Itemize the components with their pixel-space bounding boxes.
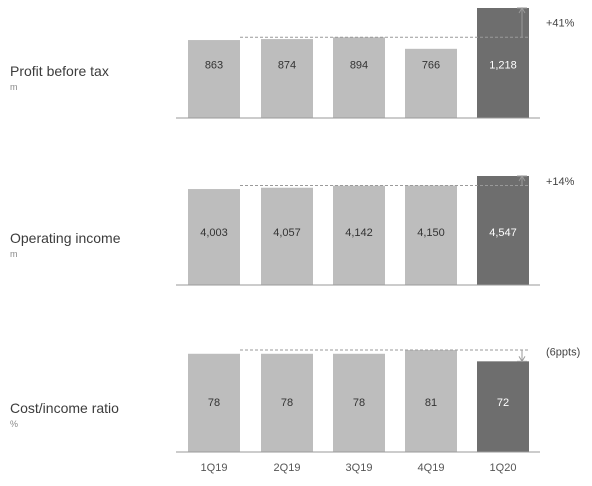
- change-arrow-head: [518, 356, 526, 363]
- bar-3q19: [333, 353, 385, 452]
- bar-1q20: [477, 361, 529, 452]
- change-label: +14%: [546, 176, 575, 188]
- bar-value-label: 1,218: [489, 60, 517, 72]
- bar-2q19: [261, 187, 313, 285]
- bar-value-label: 894: [350, 60, 368, 72]
- bar-value-label: 72: [497, 397, 509, 409]
- category-label-2q19: 2Q19: [274, 462, 301, 474]
- panel-1: Profit before tax m 863 874 894 766 1,218 +41%: [10, 7, 575, 119]
- bar-2q19: [261, 353, 313, 452]
- bar-value-label: 863: [205, 60, 223, 72]
- bar-value-label: 874: [278, 60, 296, 72]
- bar-2q19: [261, 39, 313, 118]
- panel-3: Cost/income ratio% 78 78 78 81 72 (6ppts): [10, 347, 580, 453]
- change-label: +41%: [546, 18, 575, 30]
- panel-unit: %: [10, 419, 18, 429]
- bar-4q19: [405, 48, 457, 119]
- bar-3q19: [333, 185, 385, 285]
- bar-value-label: 4,150: [417, 227, 445, 239]
- bar-value-label: 766: [422, 60, 440, 72]
- bar-1q19: [188, 189, 240, 285]
- bar-1q20: [477, 176, 529, 285]
- panel-2: Operating income m 4,003 4,057 4,142 4,150 4,5…: [10, 175, 575, 286]
- panel-title: Operating income: [10, 230, 121, 246]
- bar-value-label: 4,142: [345, 227, 373, 239]
- panel-title: Profit before tax: [10, 63, 109, 79]
- panel-unit: m: [10, 249, 18, 259]
- bar-value-label: 78: [281, 397, 293, 409]
- bar-value-label: 78: [208, 397, 220, 409]
- bar-1q20: [477, 8, 529, 118]
- bar-value-label: 4,547: [489, 227, 517, 239]
- change-arrow-head: [518, 7, 526, 14]
- bar-value-label: 4,057: [273, 227, 301, 239]
- bar-4q19: [405, 350, 457, 452]
- panel-title: Cost/income ratio: [10, 400, 119, 416]
- bar-1q19: [188, 40, 240, 118]
- category-label-3q19: 3Q19: [346, 462, 373, 474]
- category-label-1q19: 1Q19: [201, 462, 228, 474]
- bar-value-label: 78: [353, 397, 365, 409]
- bar-1q19: [188, 353, 240, 452]
- change-arrow-head: [518, 175, 526, 182]
- change-label: (6ppts): [546, 347, 580, 359]
- bar-4q19: [405, 185, 457, 285]
- bar-value-label: 81: [425, 397, 437, 409]
- panel-unit: m: [10, 82, 18, 92]
- bar-value-label: 4,003: [200, 227, 228, 239]
- bar-3q19: [333, 37, 385, 118]
- category-label-1q20: 1Q20: [490, 462, 517, 474]
- category-label-4q19: 4Q19: [418, 462, 445, 474]
